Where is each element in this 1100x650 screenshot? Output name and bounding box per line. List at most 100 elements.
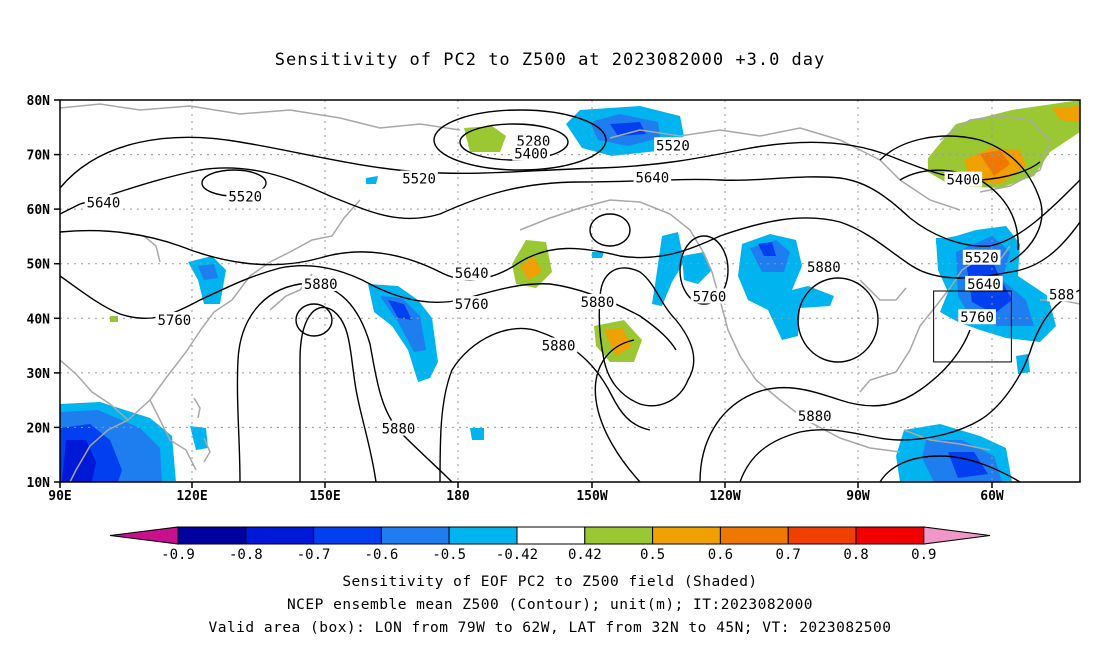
contour-label-bg (226, 188, 265, 204)
colorbar-segment (448, 526, 518, 545)
colorbar-segment (516, 526, 586, 545)
contour-label: 5400 (947, 173, 981, 189)
contour-label: 5520 (402, 172, 436, 188)
colorbar-label: 0.6 (708, 547, 733, 563)
lat-label: 50N (27, 258, 51, 273)
contour-label-bg (514, 132, 553, 148)
contour-label: 5880 (807, 260, 841, 276)
colorbar-label: -0.42 (496, 547, 538, 563)
contour-label: 5880 (542, 339, 576, 355)
lon-label: 180 (446, 489, 470, 504)
colorbar-segment (245, 526, 315, 545)
plot-frame (59, 99, 1081, 483)
contour-label: 5640 (967, 277, 1001, 293)
contour-label: 5760 (960, 310, 994, 326)
contour-label: 5520 (965, 251, 999, 267)
colorbar-segment (652, 526, 721, 545)
lon-label: 120W (709, 489, 740, 504)
lat-label: 20N (27, 421, 51, 436)
lat-label: 80N (27, 94, 51, 109)
contour-label-bg (944, 171, 983, 187)
contour-label-bg (452, 296, 491, 312)
colorbar-right-arrow (923, 526, 991, 545)
colorbar-segment (719, 526, 789, 545)
colorbar-segment (855, 526, 925, 545)
colorbar-label: 0.42 (568, 547, 602, 563)
contour-label-bg (578, 293, 617, 309)
page-title: Sensitivity of PC2 to Z500 at 2023082000… (274, 50, 826, 70)
lon-label: 120E (176, 489, 207, 504)
z500-contours (60, 109, 1080, 482)
axis-ticks (54, 99, 993, 488)
contour-label-bg (84, 194, 123, 210)
colorbar (109, 526, 991, 545)
colorbar-label: -0.6 (365, 547, 399, 563)
footer-line-1: Sensitivity of EOF PC2 to Z500 field (Sh… (342, 574, 758, 590)
sensitivity-shading (60, 100, 1080, 482)
contour-label-bg (301, 275, 340, 291)
contour-label-bg (512, 145, 550, 161)
colorbar-segment (787, 526, 857, 545)
contour-label: 5760 (693, 289, 727, 305)
contour-label: 5640 (635, 170, 669, 186)
contour-label-bg (795, 407, 834, 423)
colorbar-label: 0.7 (776, 547, 801, 563)
colorbar-left-arrow (109, 526, 179, 545)
colorbar-label: 0.9 (911, 547, 936, 563)
contour-label-bg (452, 264, 491, 280)
lat-axis-labels: 80N 70N 60N 50N 40N 30N 20N 10N (27, 94, 51, 491)
colorbar-label: -0.9 (161, 547, 195, 563)
colorbar-segment (177, 526, 247, 545)
contour-label: 5640 (455, 266, 489, 282)
lat-label: 70N (27, 149, 51, 164)
contour-label-bg (1047, 286, 1077, 302)
contour-label-bg (805, 258, 843, 274)
contour-label: 5880 (382, 422, 416, 438)
contour-label: 5880 (581, 295, 615, 311)
contour-label-bg (539, 337, 578, 353)
footer-line-3: Valid area (box): LON from 79W to 62W, L… (208, 620, 892, 636)
footer-line-2: NCEP ensemble mean Z500 (Contour); unit(… (286, 597, 814, 613)
contour-label: 5520 (656, 138, 690, 154)
contour-label: 5520 (228, 190, 262, 206)
lat-label: 10N (27, 476, 51, 491)
contour-label: 5760 (455, 297, 489, 313)
colorbar-label: 0.8 (843, 547, 868, 563)
lon-label: 150E (309, 489, 340, 504)
lon-axis-labels: 90E 120E 150E 180 150W 120W 90W 60W (48, 489, 1004, 504)
contour-label-bg (962, 249, 1001, 265)
contour-label-bg (965, 275, 1003, 291)
contour-labels: 5280540055205520552056405640564055205400… (84, 132, 1077, 438)
colorbar-segment (584, 526, 654, 545)
contour-label: 588 (1049, 287, 1074, 303)
contour-label-bg (155, 311, 194, 327)
colorbar-label: 0.5 (640, 547, 665, 563)
contour-label-bg (400, 170, 438, 186)
contour-label: 5880 (798, 409, 832, 425)
lon-label: 90E (48, 489, 71, 504)
colorbar-labels: -0.9 -0.8 -0.7 -0.6 -0.5 -0.42 0.42 0.5 0.6 0.7 0.… (161, 547, 936, 563)
colorbar-label: -0.5 (432, 547, 466, 563)
lat-label: 60N (27, 203, 51, 218)
lat-label: 40N (27, 312, 51, 327)
valid-area-box (933, 290, 1012, 363)
contour-label-bg (958, 309, 996, 325)
contour-label: 5400 (514, 146, 548, 162)
contour-label-bg (654, 137, 692, 153)
colorbar-label: -0.7 (297, 547, 331, 563)
lon-label: 90W (846, 489, 870, 504)
contour-label: 5760 (157, 313, 191, 329)
colorbar-label: -0.8 (229, 547, 263, 563)
contour-label-bg (633, 169, 672, 185)
contour-label-bg (690, 288, 729, 304)
contour-label-bg (379, 420, 418, 436)
lat-label: 30N (27, 367, 51, 382)
lon-label: 60W (980, 489, 1004, 504)
coastlines (60, 103, 1080, 482)
contour-label: 5880 (304, 277, 338, 293)
colorbar-segment (380, 526, 450, 545)
contour-label: 5640 (87, 196, 121, 212)
grid-lines (60, 100, 1080, 482)
lon-label: 150W (576, 489, 607, 504)
